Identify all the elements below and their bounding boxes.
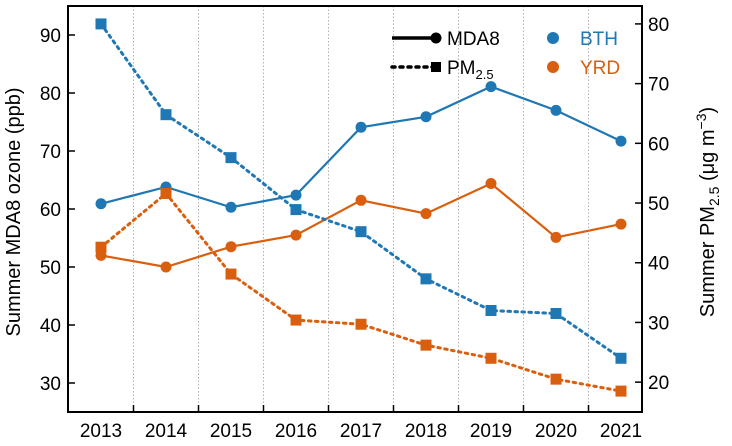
x-tick-label: 2013 — [80, 421, 122, 442]
right-tick-label: 80 — [648, 15, 669, 36]
data-point-bth-mda8 — [95, 198, 107, 210]
right-tick-label: 50 — [648, 194, 669, 215]
right-tick-label: 70 — [648, 75, 669, 96]
vertical-gridlines — [133, 6, 589, 412]
data-point-bth-pm25 — [615, 352, 627, 364]
data-point-bth-mda8 — [355, 121, 367, 133]
x-tick-label: 2018 — [405, 421, 447, 442]
series-line-bth-mda8 — [100, 85, 622, 209]
data-point-bth-mda8 — [615, 135, 627, 147]
legend-pm25-label: PM2.5 — [447, 58, 494, 82]
right-axis-title-superscript: −3 — [693, 113, 709, 129]
data-point-yrd-mda8 — [160, 261, 172, 273]
legend-yrd-label: YRD — [580, 58, 620, 79]
legend-mda8-label: MDA8 — [447, 29, 500, 50]
data-point-yrd-mda8 — [420, 208, 432, 220]
data-point-yrd-pm25 — [550, 373, 562, 385]
right-axis-title-subscript: 2.5 — [706, 186, 722, 206]
legend-pm25-prefix: PM — [447, 58, 476, 79]
data-point-yrd-pm25 — [290, 314, 302, 326]
legend-bth-label: BTH — [580, 29, 618, 50]
data-point-bth-pm25 — [225, 152, 237, 164]
right-tick-label: 30 — [648, 313, 669, 334]
data-point-bth-pm25 — [550, 307, 562, 319]
data-point-bth-pm25 — [95, 18, 107, 30]
data-point-yrd-mda8 — [615, 218, 627, 230]
legend-pm25-subscript: 2.5 — [476, 67, 494, 82]
data-point-yrd-pm25 — [160, 187, 172, 199]
data-point-bth-pm25 — [485, 305, 497, 316]
right-axis-title-units: (μg m — [697, 129, 719, 186]
left-axis-title: Summer MDA8 ozone (ppb) — [3, 88, 25, 337]
left-tick-label: 40 — [40, 316, 61, 337]
legend: MDA8 PM2.5 BTH YRD — [390, 29, 620, 82]
right-axis-title-prefix: Summer PM — [697, 206, 719, 317]
left-tick-label: 50 — [40, 258, 61, 279]
data-point-bth-mda8 — [420, 111, 432, 123]
data-point-bth-mda8 — [225, 201, 237, 213]
series-layer — [95, 18, 627, 397]
left-y-axis: 30 40 50 60 70 80 90 — [40, 26, 75, 395]
data-point-bth-pm25 — [420, 273, 432, 285]
right-y-axis: 20 30 40 50 60 70 80 — [635, 15, 669, 394]
data-point-yrd-mda8 — [355, 194, 367, 206]
data-point-bth-pm25 — [355, 226, 367, 238]
right-axis-title: Summer PM2.5 (μg m−3) — [693, 107, 722, 317]
right-tick-label: 40 — [648, 254, 669, 275]
data-point-yrd-mda8 — [290, 229, 302, 241]
x-axis: 2013 2014 2015 2016 2017 2018 2019 2020 2021 — [80, 405, 642, 442]
legend-yrd-marker — [547, 61, 559, 73]
legend-bth-marker — [547, 32, 559, 44]
right-tick-label: 20 — [648, 373, 669, 394]
data-point-yrd-pm25 — [485, 352, 497, 364]
data-point-yrd-pm25 — [420, 339, 432, 351]
x-tick-label: 2016 — [275, 421, 317, 442]
legend-pm25-marker — [431, 62, 441, 72]
data-point-yrd-mda8 — [550, 231, 562, 243]
data-point-yrd-pm25 — [355, 318, 367, 330]
data-point-yrd-pm25 — [95, 241, 107, 253]
data-point-bth-pm25 — [160, 109, 172, 121]
x-tick-label: 2019 — [470, 421, 512, 442]
data-point-bth-mda8 — [290, 189, 302, 201]
left-tick-label: 90 — [40, 26, 61, 47]
data-point-bth-pm25 — [290, 204, 302, 216]
left-tick-label: 80 — [40, 84, 61, 105]
x-tick-label: 2021 — [600, 421, 642, 442]
data-point-bth-mda8 — [485, 81, 497, 93]
x-tick-label: 2020 — [535, 421, 577, 442]
left-tick-label: 60 — [40, 200, 61, 221]
data-point-bth-mda8 — [550, 104, 562, 116]
x-tick-label: 2014 — [145, 421, 188, 442]
left-tick-label: 30 — [40, 374, 61, 395]
data-point-yrd-pm25 — [615, 385, 627, 397]
series-line-yrd-pm25 — [99, 191, 623, 393]
left-tick-label: 70 — [40, 142, 61, 163]
right-tick-label: 60 — [648, 134, 669, 155]
data-point-yrd-mda8 — [485, 177, 497, 189]
data-point-yrd-mda8 — [225, 241, 237, 253]
right-axis-title-close: ) — [697, 107, 719, 114]
x-tick-label: 2015 — [210, 421, 252, 442]
x-tick-label: 2017 — [340, 421, 382, 442]
data-point-yrd-pm25 — [225, 268, 237, 280]
legend-mda8-marker — [430, 32, 442, 44]
